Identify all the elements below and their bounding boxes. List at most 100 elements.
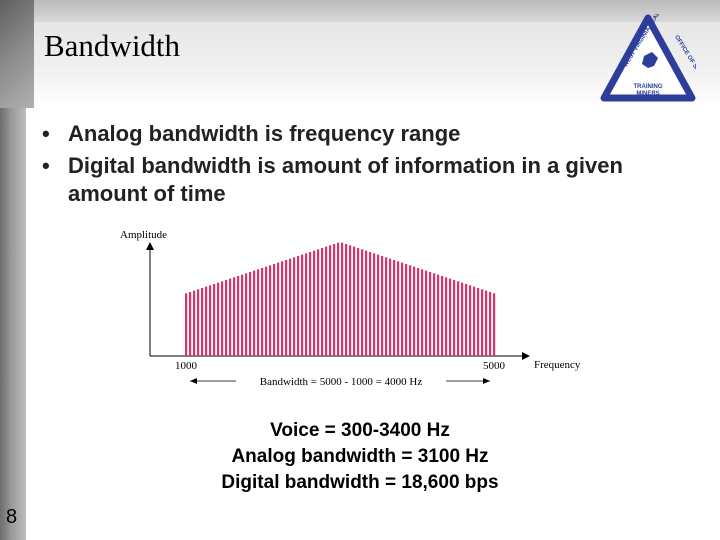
spectrum-bar — [405, 263, 408, 356]
bullet-text: Analog bandwidth is frequency range — [68, 121, 461, 146]
spectrum-bar — [461, 282, 464, 356]
state-map-icon — [642, 52, 658, 68]
bullet-item: • Analog bandwidth is frequency range — [42, 120, 682, 148]
dimension-arrow-left — [190, 378, 197, 384]
spectrum-bar — [197, 289, 200, 356]
spectrum-bar — [261, 267, 264, 356]
spectrum-bar — [433, 273, 436, 356]
digital-bandwidth-value: Digital bandwidth = 18,600 bps — [221, 472, 499, 493]
spectrum-bar — [473, 286, 476, 356]
spectrum-bar — [457, 281, 460, 356]
spectrum-bar — [325, 246, 328, 356]
bullet-text: Digital bandwidth is amount of informati… — [68, 153, 623, 206]
spectrum-bar — [245, 273, 248, 356]
spectrum-bar — [373, 253, 376, 356]
x-tick-label: 5000 — [483, 360, 506, 372]
bullet-dot-icon: • — [42, 121, 50, 146]
x-tick-label: 1000 — [175, 360, 198, 372]
spectrum-bar — [409, 265, 412, 356]
y-axis-label: Amplitude — [120, 229, 167, 241]
spectrum-bar — [257, 269, 260, 356]
spectrum-bar — [345, 243, 348, 356]
x-axis-label: Frequency — [534, 359, 581, 371]
spectrum-bar — [233, 277, 236, 356]
spectrum-bar — [469, 285, 472, 356]
spectrum-bar — [285, 259, 288, 356]
spectrum-bar — [357, 247, 360, 356]
frame-corner — [0, 0, 34, 108]
spectrum-bar — [221, 281, 224, 356]
spectrum-bar — [213, 283, 216, 356]
spectrum-bar — [309, 251, 312, 356]
spectrum-bar — [421, 269, 424, 356]
spectrum-bar — [277, 262, 280, 356]
spectrum-bar — [289, 258, 292, 356]
y-axis-arrow — [146, 242, 154, 250]
spectrum-bar — [321, 247, 324, 356]
spectrum-bar — [333, 243, 336, 356]
spectrum-bar — [397, 261, 400, 356]
spectrum-bar — [437, 274, 440, 356]
spectrum-bar — [249, 271, 252, 356]
logo-bottom-text-2: MINERS — [636, 91, 659, 97]
spectrum-bar — [193, 290, 196, 356]
spectrum-bar — [297, 255, 300, 356]
spectrum-bar — [477, 287, 480, 356]
bullet-item: • Digital bandwidth is amount of informat… — [42, 152, 682, 208]
spectrum-bar — [445, 277, 448, 356]
spectrum-bar — [401, 262, 404, 356]
spectrum-bar — [449, 278, 452, 356]
spectrum-bar — [217, 282, 220, 356]
bandwidth-chart: Amplitude Frequency 1000 5000 Bandwidth … — [120, 229, 581, 388]
spectrum-bar — [185, 293, 188, 356]
spectrum-bar — [273, 263, 276, 356]
spectrum-bar — [489, 291, 492, 356]
spectrum-bar — [241, 274, 244, 356]
spectrum-bar — [369, 251, 372, 356]
spectrum-bar — [353, 246, 356, 356]
slide-number: 8 — [6, 506, 18, 528]
spectrum-bar — [269, 265, 272, 356]
frame-top — [0, 0, 720, 22]
spectrum-bar — [413, 266, 416, 356]
spectrum-bar — [453, 279, 456, 356]
analog-bandwidth-value: Analog bandwidth = 3100 Hz — [231, 446, 489, 467]
spectrum-bar — [465, 283, 468, 356]
spectrum-bar — [317, 249, 320, 356]
spectrum-bar — [365, 250, 368, 356]
spectrum-bar — [313, 250, 316, 356]
bandwidth-annotation: Bandwidth = 5000 - 1000 = 4000 Hz — [260, 376, 423, 388]
spectrum-bar — [301, 254, 304, 356]
bullet-dot-icon: • — [42, 153, 50, 178]
spectrum-bar — [337, 242, 340, 356]
spectrum-bar — [229, 278, 232, 356]
logo-bottom-text-1: TRAINING — [634, 84, 663, 90]
spectrum-bar — [361, 249, 364, 356]
annotation-background — [236, 373, 446, 388]
spectrum-bars — [185, 242, 496, 356]
spectrum-bar — [441, 275, 444, 356]
spectrum-bar — [349, 245, 352, 356]
spectrum-bar — [209, 285, 212, 356]
spectrum-bar — [293, 257, 296, 356]
spectrum-bar — [429, 271, 432, 356]
spectrum-bar — [201, 287, 204, 356]
spectrum-bar — [205, 286, 208, 356]
voice-range: Voice = 300-3400 Hz — [270, 420, 450, 441]
spectrum-bar — [485, 290, 488, 356]
spectrum-bar — [425, 270, 428, 356]
spectrum-bar — [281, 261, 284, 356]
spectrum-bar — [481, 289, 484, 356]
spectrum-bar — [389, 258, 392, 356]
spectrum-bar — [329, 245, 332, 356]
spectrum-bar — [225, 279, 228, 356]
voice-facts: Voice = 300-3400 Hz Analog bandwidth = 3… — [150, 418, 570, 496]
spectrum-bar — [493, 293, 496, 356]
spectrum-bar — [189, 291, 192, 356]
spectrum-bar — [381, 255, 384, 356]
spectrum-bar — [305, 253, 308, 356]
spectrum-bar — [377, 254, 380, 356]
bullet-list: • Analog bandwidth is frequency range • Di… — [42, 120, 682, 212]
x-axis-arrow — [522, 352, 530, 360]
dimension-arrow-right — [483, 378, 490, 384]
